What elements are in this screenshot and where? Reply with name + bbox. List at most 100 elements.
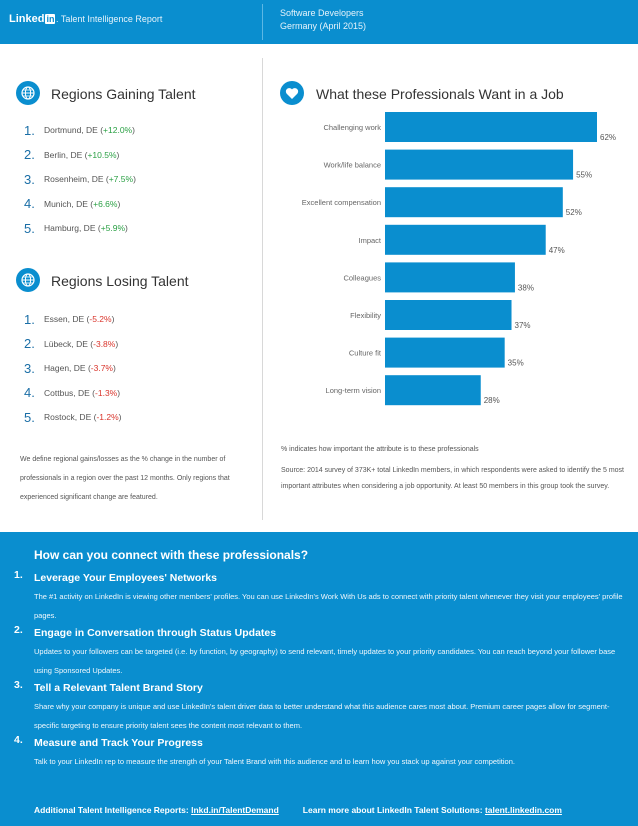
region-name: Rosenheim, DE ( (44, 174, 109, 185)
tip-body: Updates to your followers can be targete… (34, 647, 616, 675)
region-text: Rostock, DE (-1.2%) (44, 412, 122, 422)
region-change: +7.5% (108, 174, 134, 185)
value-label: 37% (515, 321, 531, 330)
list-item: 4. Cottbus, DE (-1.3%) (24, 381, 122, 406)
connect-panel: How can you connect with these professio… (0, 532, 638, 826)
footer-links: Additional Talent Intelligence Reports: … (34, 805, 562, 815)
category-label: Culture fit (349, 349, 382, 358)
bar (385, 149, 574, 180)
category-label: Colleagues (343, 273, 381, 282)
value-label: 62% (600, 133, 616, 142)
rank-number: 5. (24, 409, 35, 425)
list-item: 4. Munich, DE (+6.6%) (24, 192, 136, 217)
region-name: Hamburg, DE ( (44, 223, 101, 234)
regions-losing-title: Regions Losing Talent (51, 273, 189, 289)
region-change: -1.3% (95, 387, 118, 398)
region-name: Cottbus, DE ( (44, 387, 96, 398)
list-item: 2. Lübeck, DE (-3.8%) (24, 332, 122, 357)
region-close: ) (133, 174, 136, 185)
tip-item: 3. Tell a Relevant Talent Brand Story Shar… (14, 679, 629, 735)
region-text: Rosenheim, DE (+7.5%) (44, 174, 136, 184)
value-label: 38% (518, 283, 534, 292)
bar (385, 300, 512, 330)
value-label: 52% (566, 208, 582, 217)
region-change: +5.9% (100, 223, 126, 234)
regions-losing-list: 1. Essen, DE (-5.2%) 2. Lübeck, DE (-3.8%) 3… (24, 307, 122, 430)
bar (385, 224, 546, 255)
rank-number: 2. (24, 147, 35, 163)
region-change: +12.0% (103, 125, 133, 136)
logo-in-box: in (45, 14, 56, 24)
heart-icon (280, 81, 304, 105)
report-subtitle: Software Developers Germany (April 2015) (280, 7, 366, 33)
region-change: -1.2% (96, 412, 119, 423)
subtitle-line1: Software Developers (280, 8, 364, 18)
list-item: 5. Hamburg, DE (+5.9%) (24, 216, 136, 241)
value-label: 28% (484, 396, 500, 405)
talent-solutions-link[interactable]: talent.linkedin.com (484, 805, 562, 815)
list-item: 1. Essen, DE (-5.2%) (24, 307, 122, 332)
rank-number: 4. (24, 196, 35, 212)
region-name: Lübeck, DE ( (44, 338, 94, 349)
bar (385, 337, 505, 368)
category-label: Excellent compensation (302, 198, 381, 207)
list-item: 3. Hagen, DE (-3.7%) (24, 356, 122, 381)
rank-number: 5. (24, 220, 35, 236)
report-header: Linked in . Talent Intelligence Report So… (0, 0, 638, 44)
connect-title: How can you connect with these professio… (34, 548, 309, 562)
rank-number: 4. (24, 385, 35, 401)
region-change: -5.2% (89, 314, 112, 325)
talent-demand-link[interactable]: lnkd.in/TalentDemand (191, 805, 279, 815)
region-name: Berlin, DE ( (44, 149, 88, 160)
tip-item: 4. Measure and Track Your Progress Talk to… (14, 734, 629, 771)
category-label: Challenging work (323, 123, 381, 132)
region-text: Essen, DE (-5.2%) (44, 314, 114, 324)
rank-number: 1. (24, 122, 35, 138)
subtitle-line2: Germany (April 2015) (280, 21, 367, 31)
category-label: Work/life balance (324, 161, 381, 170)
tip-number: 2. (14, 624, 23, 636)
region-close: ) (117, 387, 121, 398)
region-change: +10.5% (87, 149, 117, 160)
header-divider (262, 4, 263, 40)
rank-number: 1. (24, 311, 35, 327)
tip-title: Engage in Conversation through Status Up… (34, 627, 277, 639)
region-close: ) (115, 338, 119, 349)
chart-notes: % indicates how important the attribute … (281, 444, 626, 495)
tip-body: Share why your company is unique and use… (34, 702, 610, 730)
region-text: Berlin, DE (+10.5%) (44, 150, 119, 160)
regions-gaining-title: Regions Gaining Talent (51, 86, 196, 102)
bar (385, 112, 597, 142)
region-close: ) (118, 412, 122, 423)
value-label: 47% (549, 246, 565, 255)
category-label: Flexibility (350, 311, 381, 320)
logo-text: Linked (9, 13, 45, 25)
tip-item: 2. Engage in Conversation through Status … (14, 624, 629, 680)
region-name: Munich, DE ( (44, 198, 94, 209)
rank-number: 3. (24, 360, 35, 376)
rank-number: 3. (24, 171, 35, 187)
list-item: 1. Dortmund, DE (+12.0%) (24, 118, 136, 143)
region-text: Cottbus, DE (-1.3%) (44, 388, 120, 398)
region-name: Essen, DE ( (44, 314, 90, 325)
tip-body: Talk to your LinkedIn rep to measure the… (34, 757, 515, 766)
region-close: ) (111, 314, 115, 325)
region-close: ) (113, 363, 116, 374)
footer-label-reports: Additional Talent Intelligence Reports: (34, 805, 192, 815)
bar (385, 187, 563, 218)
wants-title: What these Professionals Want in a Job (316, 86, 564, 102)
chart-percent-note: % indicates how important the attribute … (281, 446, 479, 453)
tip-body: The #1 activity on LinkedIn is viewing o… (34, 592, 623, 620)
region-close: ) (125, 223, 128, 234)
list-item: 5. Rostock, DE (-1.2%) (24, 405, 122, 430)
region-name: Hagen, DE ( (44, 363, 91, 374)
regions-gaining-list: 1. Dortmund, DE (+12.0%) 2. Berlin, DE (+10… (24, 118, 136, 241)
chart-source-note: Source: 2014 survey of 373K+ total Linke… (281, 467, 624, 490)
category-label: Impact (358, 236, 381, 245)
job-attributes-chart: Challenging work 62% Work/life balance 55% E… (270, 112, 630, 412)
tip-title: Leverage Your Employees' Networks (34, 572, 218, 584)
value-label: 55% (576, 171, 592, 180)
globe-icon (16, 268, 40, 292)
tip-number: 4. (14, 734, 23, 746)
column-divider (262, 58, 263, 520)
